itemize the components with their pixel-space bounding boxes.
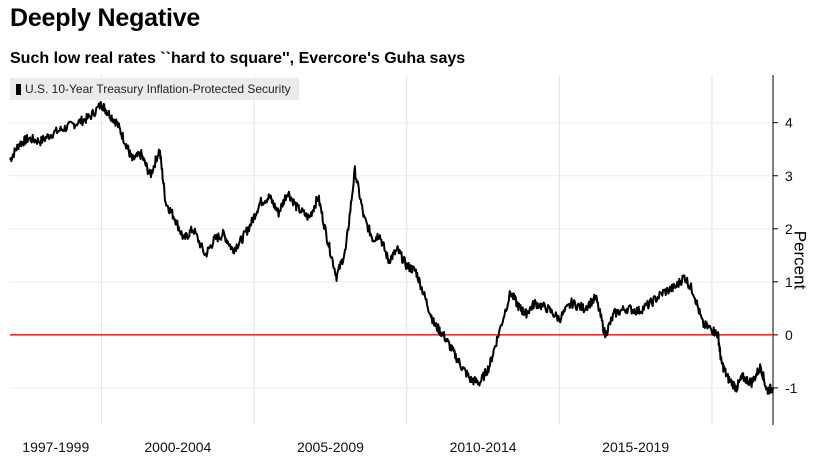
series-layer xyxy=(9,101,774,395)
y-tick-label: 2 xyxy=(785,221,793,237)
y-tick-label: 4 xyxy=(785,115,793,131)
x-axis-labels: 1997-1999 2000-2004 2005-2009 2010-2014 2015… xyxy=(22,439,669,455)
y-axis: 4 3 2 1 0 -1 xyxy=(772,75,798,425)
legend: U.S. 10-Year Treasury Inflation-Protecte… xyxy=(10,78,299,100)
y-tick-label: 0 xyxy=(785,327,793,343)
series-line xyxy=(9,101,774,395)
y-tick-label: 1 xyxy=(785,274,793,290)
x-tick-label: 2010-2014 xyxy=(450,439,517,455)
x-tick-label: 2015-2019 xyxy=(602,439,669,455)
gridlines xyxy=(10,75,773,425)
legend-swatch xyxy=(16,83,21,95)
x-tick-label: 1997-1999 xyxy=(22,439,89,455)
legend-label: U.S. 10-Year Treasury Inflation-Protecte… xyxy=(25,82,291,96)
chart-title: Deeply Negative xyxy=(10,4,201,32)
y-tick-label: -1 xyxy=(785,380,798,396)
chart-subtitle: Such low real rates ``hard to square'', … xyxy=(10,50,466,67)
x-tick-label: 2000-2004 xyxy=(144,439,211,455)
x-tick-label: 2005-2009 xyxy=(297,439,364,455)
y-axis-label: Percent xyxy=(790,230,810,290)
y-tick-label: 3 xyxy=(785,168,793,184)
